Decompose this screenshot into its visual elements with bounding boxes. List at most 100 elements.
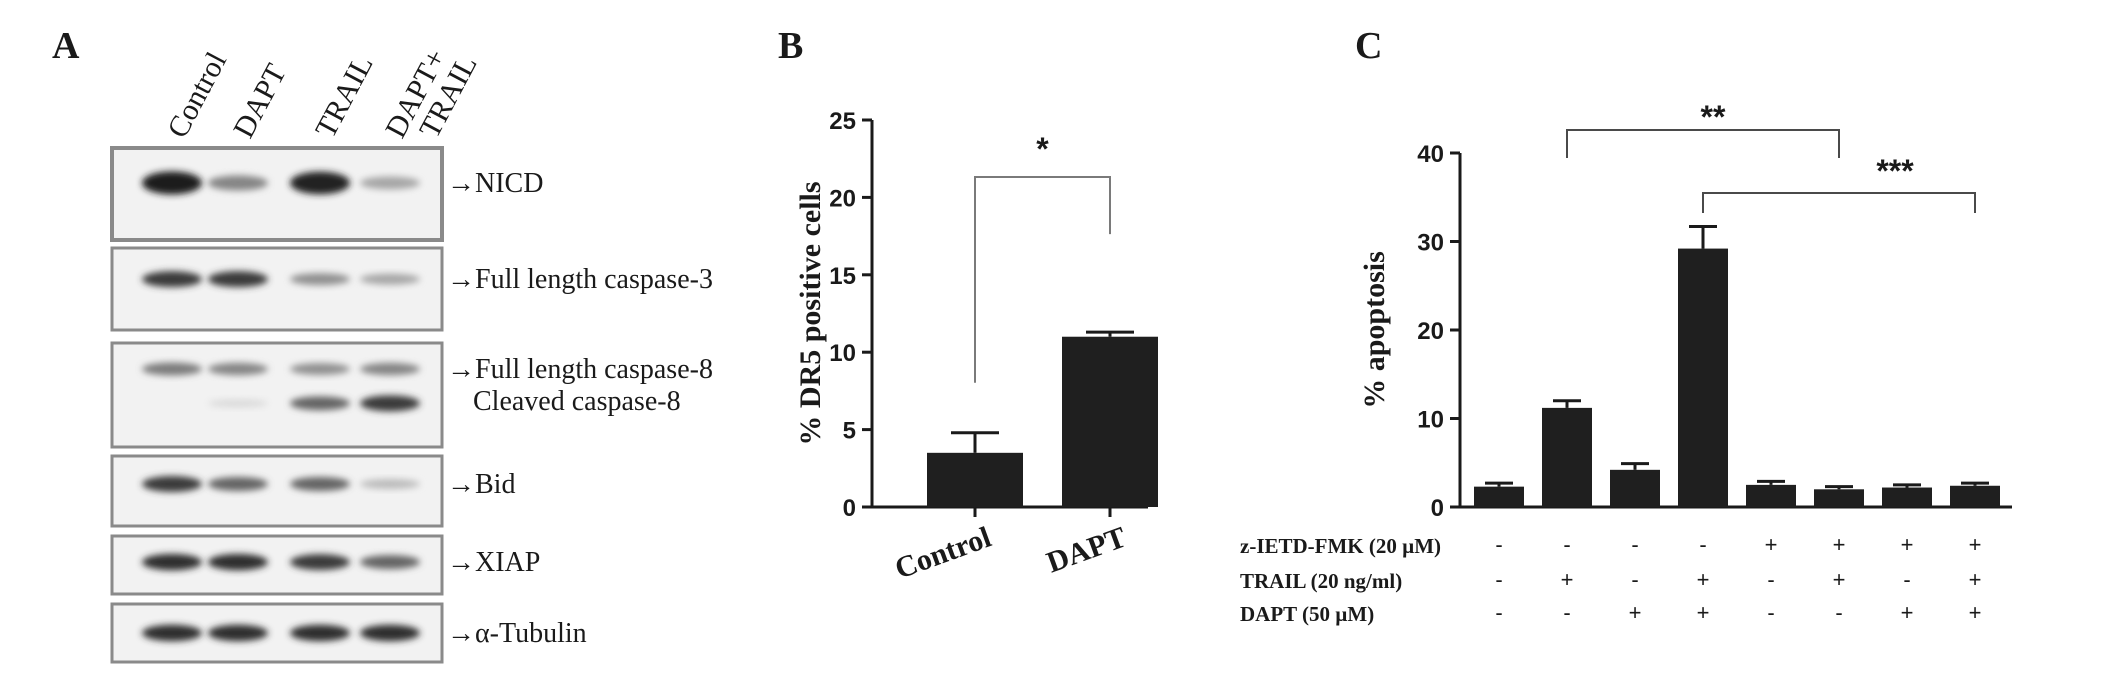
bar xyxy=(1678,248,1728,507)
condition-sign: - xyxy=(1563,600,1570,625)
significance-marker: *** xyxy=(1876,153,1914,189)
blot-band xyxy=(290,624,350,642)
condition-sign: + xyxy=(1969,567,1982,592)
blot-band xyxy=(208,477,268,491)
chart-c-significance: ***** xyxy=(1566,99,1976,213)
x-category-label: Control xyxy=(891,521,996,586)
significance-bracket xyxy=(1702,192,1976,213)
y-tick-label: 25 xyxy=(829,108,856,135)
blot-band xyxy=(290,477,350,491)
condition-sign: - xyxy=(1631,532,1638,557)
blot-band xyxy=(142,271,202,288)
significance-bracket xyxy=(974,176,1111,383)
significance-marker: ** xyxy=(1701,99,1726,135)
condition-sign: - xyxy=(1495,567,1502,592)
blot-strips: →NICD →Full length caspase-3 →Full length … xyxy=(110,146,713,664)
blot-band xyxy=(290,554,350,571)
blot-band xyxy=(142,476,202,492)
x-category-label: DAPT xyxy=(1042,521,1130,580)
blot-band xyxy=(208,624,268,642)
blot-band xyxy=(208,553,268,571)
blot-frame xyxy=(110,146,444,242)
blot-strip: →Bid xyxy=(110,454,515,528)
chart-b-bars xyxy=(927,330,1158,507)
bar xyxy=(1882,487,1932,507)
y-tick-label: 5 xyxy=(843,418,856,445)
bar xyxy=(927,452,1023,507)
blot-band xyxy=(360,555,420,570)
blot-band xyxy=(360,362,420,376)
lane-label: Control xyxy=(161,47,233,143)
blot-band xyxy=(208,362,268,376)
panel-letter-a: A xyxy=(52,25,80,67)
condition-sign: - xyxy=(1495,600,1502,625)
blot-frame xyxy=(110,341,444,449)
condition-sign: - xyxy=(1563,532,1570,557)
blot-band xyxy=(290,171,350,195)
condition-sign: + xyxy=(1901,532,1914,557)
blot-band xyxy=(360,273,420,285)
blot-band xyxy=(142,553,202,571)
band-label: →XIAP xyxy=(447,547,540,578)
band-label: →Full length caspase-8 xyxy=(447,354,713,385)
y-tick-label: 30 xyxy=(1417,230,1444,257)
bar xyxy=(1542,407,1592,507)
condition-sign: + xyxy=(1969,532,1982,557)
y-tick-label: 40 xyxy=(1417,141,1444,168)
condition-sign: - xyxy=(1631,567,1638,592)
y-tick-label: 0 xyxy=(843,495,856,522)
condition-sign: - xyxy=(1767,600,1774,625)
condition-sign: + xyxy=(1765,532,1778,557)
y-axis-title: % apoptosis xyxy=(1358,251,1391,409)
band-label: →Bid xyxy=(447,469,515,500)
significance-marker: * xyxy=(1036,131,1049,167)
y-tick-label: 10 xyxy=(829,340,856,367)
condition-sign: - xyxy=(1699,532,1706,557)
y-tick-label: 20 xyxy=(829,185,856,212)
blot-band xyxy=(208,175,268,191)
y-axis-title: % DR5 positive cells xyxy=(794,181,827,445)
blot-strip: →Full length caspase-3 xyxy=(110,246,713,332)
blot-strip: →XIAP xyxy=(110,534,540,596)
chart-b-significance: * xyxy=(974,131,1111,383)
blot-band xyxy=(290,273,350,286)
condition-sign: - xyxy=(1903,567,1910,592)
band-label: →Full length caspase-3 xyxy=(447,264,713,295)
condition-sign: + xyxy=(1629,600,1642,625)
dr5-bar-chart: B 0 5 10 15 20 25 % DR5 positive cells Control D… xyxy=(778,25,1158,586)
band-label: →α-Tubulin xyxy=(447,618,587,649)
blot-strip: →α-Tubulin xyxy=(110,602,587,664)
bar xyxy=(1474,486,1524,507)
blot-band xyxy=(290,363,350,375)
blot-band xyxy=(360,395,420,412)
panel-letter-b: B xyxy=(778,25,803,67)
y-tick-label: 15 xyxy=(829,263,856,290)
bar xyxy=(1814,489,1864,507)
bar xyxy=(1950,485,2000,507)
blot-band xyxy=(208,271,268,288)
blot-frame xyxy=(110,246,444,332)
blot-band xyxy=(142,362,202,376)
condition-sign: - xyxy=(1835,600,1842,625)
blot-strip: →NICD xyxy=(110,146,543,242)
significance-bracket xyxy=(1566,129,1840,158)
lane-label: DAPT xyxy=(227,59,293,144)
condition-sign: + xyxy=(1697,567,1710,592)
condition-sign: + xyxy=(1561,567,1574,592)
panel-letter-c: C xyxy=(1355,25,1382,67)
condition-sign: - xyxy=(1767,567,1774,592)
blot-band xyxy=(142,171,202,195)
condition-sign: + xyxy=(1833,532,1846,557)
condition-sign: + xyxy=(1833,567,1846,592)
blot-band xyxy=(360,624,420,642)
treatment-conditions-table: z-IETD-FMK (20 µM) - - - - + + + + TRAIL (20 ng/m… xyxy=(1240,532,1981,626)
bar xyxy=(1062,336,1158,507)
condition-sign: + xyxy=(1697,600,1710,625)
blot-band xyxy=(290,396,350,411)
lane-label: TRAIL xyxy=(309,50,380,143)
